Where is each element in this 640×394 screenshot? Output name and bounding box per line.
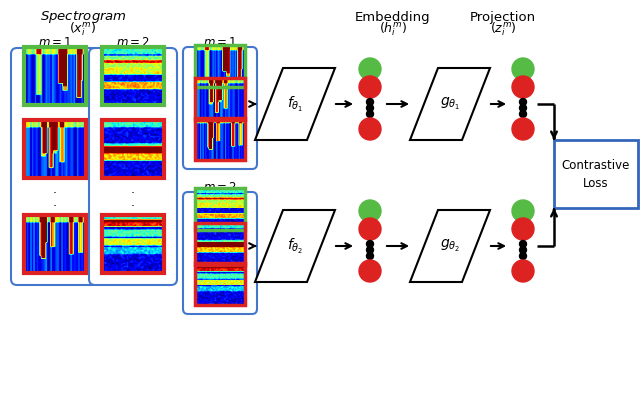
Bar (24, 47, 86, 105)
FancyBboxPatch shape (11, 48, 99, 285)
Circle shape (512, 76, 534, 98)
FancyBboxPatch shape (183, 47, 257, 169)
Circle shape (520, 247, 527, 253)
Bar (24, 215, 86, 273)
Bar (195, 188, 245, 230)
Polygon shape (255, 68, 335, 140)
Circle shape (359, 118, 381, 140)
Bar (102, 47, 164, 105)
Text: $(z_i^m)$: $(z_i^m)$ (490, 20, 516, 38)
Text: $f_{\theta_1}$: $f_{\theta_1}$ (287, 95, 303, 113)
Text: $(x_i^m)$: $(x_i^m)$ (69, 20, 97, 38)
Circle shape (512, 200, 534, 222)
Text: ·
·
·: · · · (53, 175, 57, 214)
Text: Loss: Loss (583, 177, 609, 190)
Circle shape (512, 218, 534, 240)
Bar (195, 45, 245, 87)
Text: $m = 1$: $m = 1$ (203, 35, 237, 48)
FancyBboxPatch shape (183, 192, 257, 314)
Bar (554, 140, 638, 208)
Circle shape (520, 253, 527, 260)
Text: $m = 2$: $m = 2$ (203, 180, 237, 193)
Circle shape (512, 118, 534, 140)
Circle shape (359, 200, 381, 222)
Circle shape (359, 260, 381, 282)
Text: ·
·
·: · · · (131, 175, 135, 214)
Circle shape (359, 76, 381, 98)
Polygon shape (410, 68, 490, 140)
Circle shape (520, 98, 527, 106)
Text: Contrastive: Contrastive (562, 158, 630, 171)
Text: $f_{\theta_2}$: $f_{\theta_2}$ (287, 236, 303, 256)
Bar (195, 223, 245, 265)
Circle shape (520, 240, 527, 247)
Circle shape (367, 98, 374, 106)
Text: $(h_i^m)$: $(h_i^m)$ (379, 20, 407, 38)
Polygon shape (255, 210, 335, 282)
Bar (195, 78, 245, 120)
Circle shape (367, 253, 374, 260)
Text: Projection: Projection (470, 11, 536, 24)
Circle shape (367, 110, 374, 117)
Bar (195, 118, 245, 160)
Text: $\mathit{Spectrogram}$: $\mathit{Spectrogram}$ (40, 9, 127, 25)
Circle shape (367, 240, 374, 247)
FancyBboxPatch shape (89, 48, 177, 285)
Text: ·  ·  ·: · · · (215, 256, 225, 278)
Bar (195, 263, 245, 305)
Circle shape (512, 260, 534, 282)
Text: $g_{\theta_2}$: $g_{\theta_2}$ (440, 238, 460, 254)
Bar (102, 215, 164, 273)
Circle shape (520, 104, 527, 112)
Circle shape (359, 58, 381, 80)
Circle shape (367, 247, 374, 253)
Text: $g_{\theta_1}$: $g_{\theta_1}$ (440, 96, 460, 112)
Bar (24, 120, 86, 178)
Polygon shape (410, 210, 490, 282)
Text: ·  ·  ·: · · · (215, 113, 225, 135)
Circle shape (520, 110, 527, 117)
Circle shape (512, 58, 534, 80)
Bar (102, 120, 164, 178)
Circle shape (359, 218, 381, 240)
Circle shape (367, 104, 374, 112)
Text: $m = 2$: $m = 2$ (116, 35, 150, 48)
Text: $m = 1$: $m = 1$ (38, 35, 72, 48)
Text: Embedding: Embedding (355, 11, 431, 24)
